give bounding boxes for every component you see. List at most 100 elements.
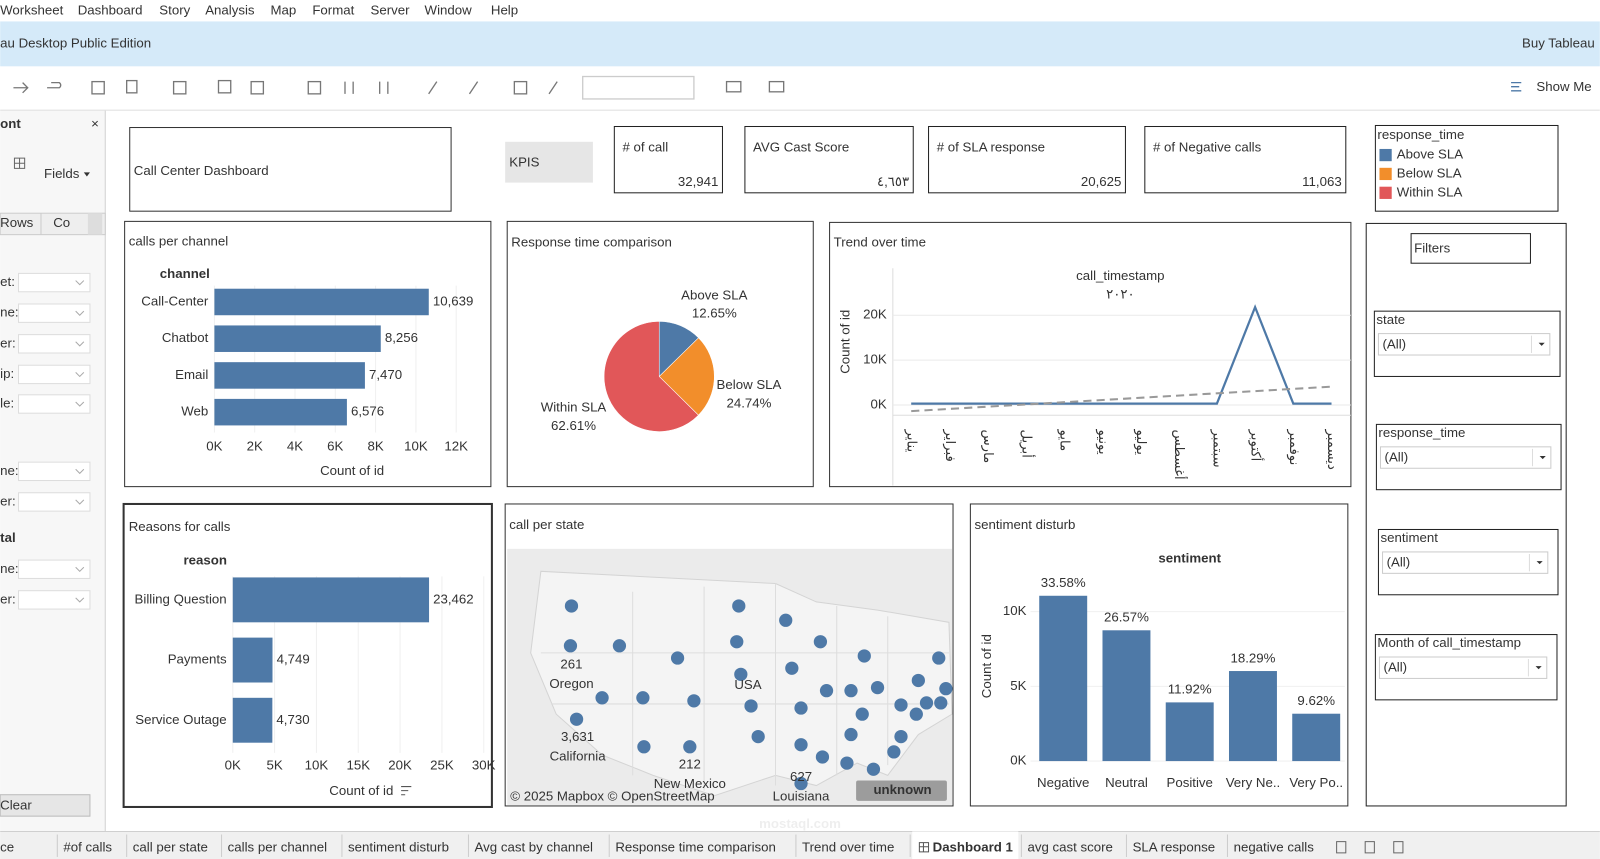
- x-tick-label: 0K: [206, 438, 222, 453]
- value-label: 4,749: [277, 652, 310, 667]
- slice-value: 62.61%: [551, 418, 596, 433]
- menu-item[interactable]: Analysis: [205, 3, 255, 18]
- filter-label: le:: [0, 395, 14, 410]
- map-attribution: © 2025 Mapbox © OpenStreetMap: [510, 788, 714, 803]
- value-label: 7,470: [369, 367, 402, 382]
- legend-label[interactable]: Above SLA: [1397, 147, 1463, 162]
- chart-title: calls per channel: [129, 233, 228, 248]
- dropdown[interactable]: [18, 559, 91, 579]
- bar: [1292, 713, 1341, 762]
- bar: [232, 637, 273, 683]
- dropdown[interactable]: [18, 394, 91, 414]
- filter-dropdown[interactable]: [1379, 446, 1552, 469]
- dropdown-arrow: [75, 310, 85, 316]
- bar: [214, 325, 381, 352]
- dropdown[interactable]: [18, 461, 91, 482]
- dropdown-arrow: [1536, 561, 1543, 565]
- x-tick-label: يوليو: [1133, 428, 1149, 455]
- map-shape: [530, 570, 953, 797]
- menu-item[interactable]: Window: [425, 3, 473, 18]
- state-dot: [569, 712, 584, 726]
- state-dot: [840, 756, 854, 770]
- menu-item[interactable]: Server: [371, 3, 411, 18]
- legend-label[interactable]: Below SLA: [1397, 165, 1462, 180]
- clear-button[interactable]: [0, 794, 91, 817]
- kpi-label: # of Negative calls: [1153, 139, 1262, 154]
- sheet-tab[interactable]: Response time comparison: [615, 839, 776, 854]
- shelf-tabs: [0, 212, 106, 236]
- filter-value[interactable]: (All): [1384, 660, 1408, 675]
- category-label: Chatbot: [162, 330, 209, 345]
- show-me-button[interactable]: Show Me: [1536, 79, 1591, 94]
- fields-menu[interactable]: Fields: [44, 166, 80, 181]
- x-tick-label: أبريل: [1018, 430, 1035, 458]
- tab-bar: [0, 831, 1600, 859]
- menu-item[interactable]: Format: [312, 3, 354, 18]
- sheet-tab[interactable]: ce: [0, 839, 14, 854]
- state-dot: [612, 639, 627, 653]
- dropdown[interactable]: [18, 272, 91, 293]
- state-dot: [683, 740, 697, 754]
- sheet-tab[interactable]: Avg cast by channel: [475, 839, 593, 854]
- state-dot: [894, 729, 908, 744]
- dropdown[interactable]: [18, 364, 91, 385]
- legend-swatch: [1379, 186, 1392, 199]
- slice-label: Above SLA: [681, 287, 747, 302]
- menu-item[interactable]: Story: [159, 3, 190, 18]
- dropdown[interactable]: [18, 303, 91, 323]
- sheet-tab[interactable]: avg cast score: [1028, 839, 1113, 854]
- shelf-tab[interactable]: Rows: [0, 215, 34, 230]
- sheet-tab[interactable]: Dashboard 1: [933, 839, 1013, 854]
- menu-item[interactable]: Map: [271, 3, 297, 18]
- chart-frame: [122, 502, 493, 808]
- filter-value[interactable]: (All): [1387, 555, 1411, 570]
- y-tick-label: 0K: [870, 397, 886, 412]
- dropdown-arrow: [1535, 666, 1542, 670]
- sheet-tab[interactable]: calls per channel: [228, 839, 327, 854]
- filter-label: ne:: [0, 463, 18, 478]
- title-box: [129, 127, 452, 212]
- axis-title: Count of id: [329, 783, 393, 798]
- state-dot: [732, 599, 746, 613]
- sheet-tab[interactable]: call per state: [133, 839, 208, 854]
- buy-link[interactable]: Buy Tableau: [1522, 35, 1595, 50]
- sheet-tab[interactable]: sentiment disturb: [348, 839, 449, 854]
- map-badge: [856, 780, 947, 801]
- map-label: USA: [734, 677, 761, 692]
- sheet-tab[interactable]: #of calls: [63, 839, 112, 854]
- dropdown-arrow: [75, 566, 85, 573]
- grid-icon: [13, 157, 26, 169]
- sheet-tab[interactable]: SLA response: [1133, 839, 1216, 854]
- filters-title-box: [1410, 233, 1531, 264]
- filter-dropdown[interactable]: [1378, 656, 1548, 679]
- slice-value: 24.74%: [727, 395, 772, 410]
- sheet-tab[interactable]: Trend over time: [802, 839, 894, 854]
- dropdown[interactable]: [18, 334, 91, 354]
- legend-label[interactable]: Within SLA: [1397, 184, 1463, 199]
- x-tick-label: 12K: [444, 438, 468, 453]
- filter-value[interactable]: (All): [1385, 450, 1409, 465]
- filter-dropdown[interactable]: [1382, 551, 1549, 574]
- trend-estimate: [911, 385, 1332, 413]
- state-dot: [939, 681, 953, 696]
- filter-value[interactable]: (All): [1383, 336, 1407, 351]
- dashboard-title: Call Center Dashboard: [134, 163, 269, 178]
- filter-label: ip:: [0, 366, 14, 381]
- state-dot: [564, 599, 579, 613]
- state-dot: [637, 740, 651, 754]
- sheet-tab[interactable]: negative calls: [1234, 839, 1315, 854]
- bar: [232, 697, 273, 743]
- filter-dropdown[interactable]: [1377, 333, 1551, 356]
- dropdown[interactable]: [18, 492, 91, 512]
- close-button[interactable]: ×: [91, 116, 99, 131]
- chart-title: Reasons for calls: [129, 519, 231, 534]
- kpi-value: ٤,٦٥٣: [877, 174, 909, 189]
- menu-item[interactable]: Dashboard: [78, 3, 143, 18]
- shelf-tab[interactable]: Co: [53, 215, 70, 230]
- menu-item[interactable]: Worksheet: [0, 3, 63, 18]
- map-value: 627: [790, 769, 812, 784]
- x-tick-label: Very Ne..: [1226, 775, 1281, 790]
- menu-item[interactable]: Help: [491, 3, 518, 18]
- dropdown[interactable]: [18, 590, 91, 610]
- state-dot: [779, 613, 793, 627]
